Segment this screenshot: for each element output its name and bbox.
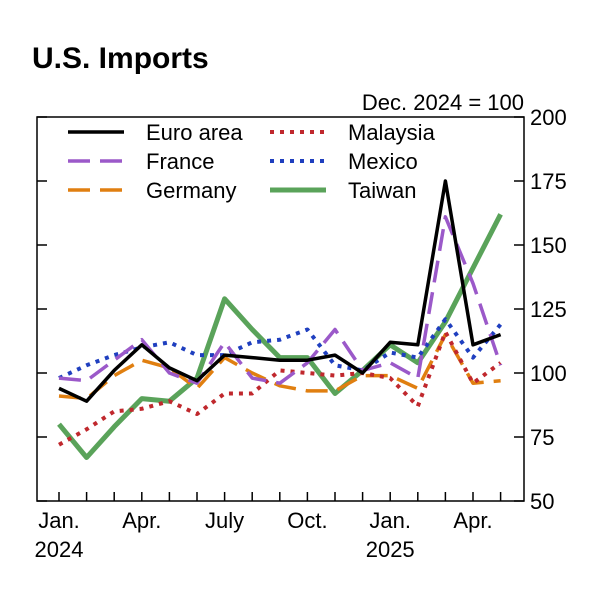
x-tick-label: July: [205, 508, 244, 533]
legend-label: Germany: [146, 178, 236, 203]
x-tick-label: Jan.: [369, 508, 411, 533]
y-tick-label: 150: [530, 233, 567, 258]
chart-title: U.S. Imports: [32, 42, 209, 75]
x-tick-label: Apr.: [453, 508, 492, 533]
legend-label: Euro area: [146, 120, 243, 145]
axis-ticks: Jan. 2024 Apr. July Oct. Jan. 2025 Apr. 50 75 100 1…: [35, 105, 567, 562]
x-tick-label: Apr.: [122, 508, 161, 533]
series-line-france: [58, 215, 503, 385]
legend: Euro area France Germany Malaysia Mexico Taiw…: [68, 120, 436, 203]
y-tick-label: 100: [530, 361, 567, 386]
x-year-label: 2025: [366, 537, 415, 562]
legend-label: Taiwan: [348, 178, 416, 203]
legend-label: Malaysia: [348, 120, 436, 145]
y-tick-label: 75: [530, 425, 554, 450]
x-tick-label: Jan.: [38, 508, 80, 533]
legend-label: France: [146, 149, 214, 174]
y-tick-label: 200: [530, 105, 567, 130]
legend-label: Mexico: [348, 149, 418, 174]
y-tick-label: 125: [530, 297, 567, 322]
series-line-euro-area: [58, 179, 502, 403]
series-line-germany: [58, 332, 501, 401]
series-line-malaysia: [58, 330, 502, 447]
x-tick-label: Oct.: [287, 508, 327, 533]
y-tick-label: 175: [530, 169, 567, 194]
x-year-label: 2024: [35, 537, 84, 562]
series-line-mexico: [58, 317, 503, 380]
series-lines: [57, 179, 503, 460]
y-tick-label: 50: [530, 489, 554, 514]
chart-subtitle: Dec. 2024 = 100: [362, 90, 524, 115]
